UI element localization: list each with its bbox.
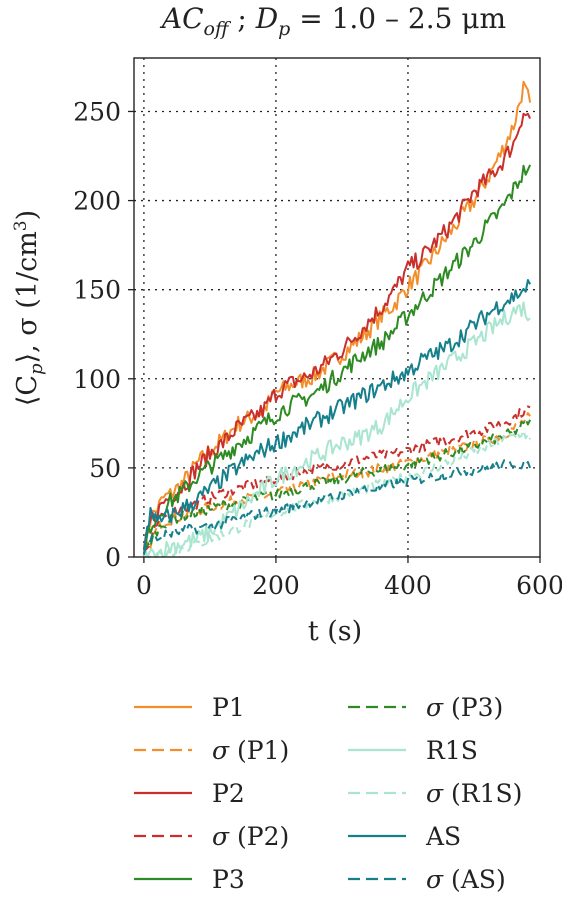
legend-label-5: σ (P3)	[426, 693, 503, 722]
title-var: D	[255, 2, 278, 35]
legend-label-9: σ (AS)	[426, 865, 506, 894]
y-label-mid: ⟩, σ (1/cm	[12, 231, 43, 363]
y-tick-label-100: 100	[73, 365, 121, 394]
plot-frame	[133, 57, 541, 558]
series-line-p1	[142, 80, 532, 558]
y-label-sub: p	[26, 363, 47, 375]
x-tick-label-200: 200	[252, 571, 300, 600]
legend-label-6: R1S	[426, 736, 478, 765]
legend-label-8: AS	[425, 822, 461, 851]
axis-ticks: 0 200 400 600 0 50 100 150 200 250	[73, 97, 562, 600]
chart-title: ACoff ; Dp = 1.0 – 2.5 μm	[159, 2, 506, 40]
series-line-p3-sigma	[143, 418, 532, 551]
series-line-r1s-sigma	[143, 429, 532, 558]
legend-label-7: σ (R1S)	[426, 779, 522, 808]
y-axis-label: ⟨Cp⟩, σ (1/cm3)	[11, 210, 47, 406]
x-tick-label-400: 400	[384, 571, 432, 600]
series-group	[142, 80, 532, 558]
y-label-left: ⟨C	[12, 375, 43, 406]
x-tick-label-0: 0	[136, 571, 152, 600]
y-tick-label-200: 200	[73, 187, 121, 216]
legend-label-2: P2	[212, 779, 245, 808]
x-axis-label: t (s)	[308, 616, 362, 647]
series-line-p3	[142, 164, 532, 551]
title-rest: = 1.0 – 2.5 μm	[290, 2, 506, 35]
y-label-right: )	[12, 210, 43, 221]
y-tick-label-0: 0	[105, 543, 121, 572]
title-separator: ;	[228, 2, 255, 35]
x-tick-label-600: 600	[516, 571, 562, 600]
y-tick-label-150: 150	[73, 276, 121, 305]
series-line-p2	[142, 112, 532, 549]
legend-label-1: σ (P1)	[212, 736, 289, 765]
series-line-as-sigma	[142, 459, 532, 555]
y-tick-label-250: 250	[73, 97, 121, 126]
series-line-as	[142, 279, 531, 555]
y-label-sup: 3	[11, 220, 31, 231]
series-line-p1-sigma	[143, 412, 531, 550]
title-var-sub: p	[278, 18, 290, 40]
title-prefix: AC	[159, 2, 204, 35]
legend-label-4: P3	[212, 865, 245, 894]
series-line-r1s	[143, 301, 531, 558]
title-prefix-sub: off	[204, 18, 232, 40]
series-line-p2-sigma	[143, 405, 531, 554]
legend-label-3: σ (P2)	[212, 822, 289, 851]
y-tick-label-50: 50	[89, 454, 121, 483]
legend-label-0: P1	[212, 693, 245, 722]
legend: P1 σ (P1) P2 σ (P2) P3 σ (P3) R1S σ (R1S) AS σ (A…	[134, 693, 522, 894]
